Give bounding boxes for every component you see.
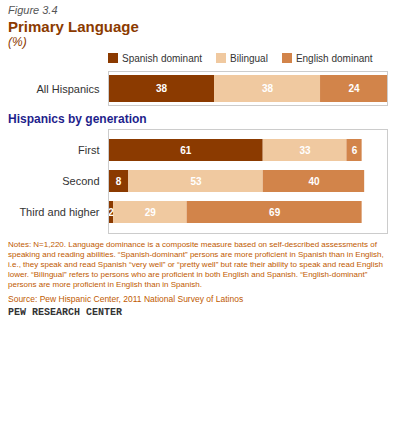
html-text:Hispanics by generation: Hispanics by generation <box>8 112 147 126</box>
svg-text:38: 38 <box>156 83 168 94</box>
svg-text:61: 61 <box>180 145 192 156</box>
svg-text:33: 33 <box>300 145 312 156</box>
html-text:Primary Language: Primary Language <box>8 18 139 35</box>
svg-text:40: 40 <box>308 176 320 187</box>
svg-text:24: 24 <box>348 83 360 94</box>
svg-text:Second: Second <box>62 175 99 187</box>
html-text:Source: Pew Hispanic Center, 2: Source: Pew Hispanic Center, 2011 Nation… <box>8 294 244 304</box>
html-text:Notes: N=1,220. Language domin: Notes: N=1,220. Language dominance is a … <box>8 240 384 289</box>
svg-text:38: 38 <box>262 83 274 94</box>
svg-text:2: 2 <box>108 207 114 218</box>
html-text:Figure 3.4: Figure 3.4 <box>8 4 58 16</box>
html-text:PEW RESEARCH CENTER: PEW RESEARCH CENTER <box>8 307 122 318</box>
html-text:English dominant: English dominant <box>295 53 373 64</box>
svg-text:6: 6 <box>352 145 358 156</box>
svg-text:8: 8 <box>116 176 122 187</box>
html-text:Bilingual: Bilingual <box>230 53 268 64</box>
svg-text:53: 53 <box>190 176 202 187</box>
html-text:Spanish dominant: Spanish dominant <box>122 53 203 64</box>
svg-text:First: First <box>78 144 99 156</box>
svg-text:All Hispanics: All Hispanics <box>37 83 100 95</box>
svg-text:69: 69 <box>269 207 281 218</box>
svg-text:29: 29 <box>145 207 157 218</box>
svg-text:Third and higher: Third and higher <box>19 206 99 218</box>
